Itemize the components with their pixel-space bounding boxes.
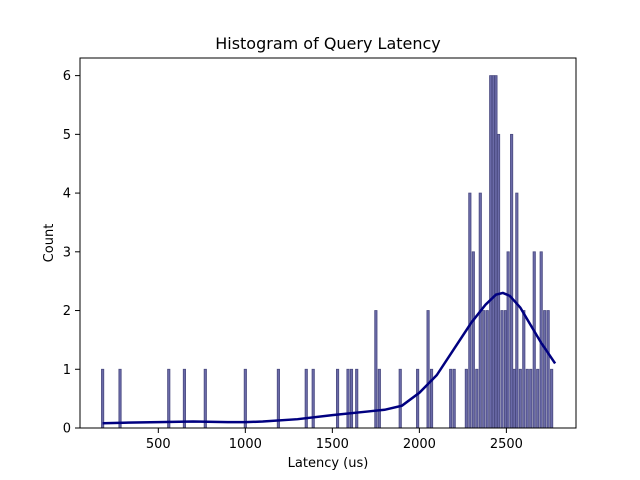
histogram-bar (518, 368, 522, 429)
histogram-bar (532, 251, 536, 429)
x-axis-label: Latency (us) (288, 456, 369, 471)
histogram-bar (543, 310, 547, 429)
plot-frame (79, 57, 577, 429)
histogram-bar (336, 368, 340, 429)
x-tick-label: 2500 (490, 437, 523, 452)
histogram-bar (522, 310, 526, 429)
histogram-bar (550, 368, 554, 429)
histogram-bar (468, 192, 472, 429)
histogram-bar (506, 251, 510, 429)
histogram-bar (346, 368, 350, 429)
histogram-bar (510, 133, 514, 429)
histogram-bar (398, 368, 402, 429)
histogram-bar (377, 368, 381, 429)
histogram-bar (496, 133, 501, 429)
histogram-bar (536, 368, 540, 429)
x-tick-label: 2000 (403, 437, 436, 452)
histogram-bar (546, 310, 550, 429)
histogram-bar (471, 251, 475, 429)
histogram-bar (449, 368, 453, 429)
histogram-bar (525, 368, 529, 429)
y-tick-label: 3 (63, 245, 71, 260)
histogram-bar (203, 368, 207, 429)
histogram-bar (494, 75, 498, 429)
y-tick-label: 2 (63, 304, 71, 319)
histogram-bar (355, 368, 359, 429)
histogram-bar (475, 368, 479, 429)
histogram-bar (482, 310, 486, 429)
histogram-bar (452, 368, 456, 429)
histogram-bar (503, 310, 508, 429)
x-axis-ticks: 500 1000 1500 2000 2500 (146, 428, 523, 452)
histogram-bar (529, 368, 533, 429)
kde-curve (102, 291, 557, 425)
histogram-bar (101, 368, 105, 429)
histogram-bar (182, 368, 186, 429)
y-tick-label: 4 (63, 187, 71, 202)
x-tick-label: 500 (146, 437, 171, 452)
histogram-bar (243, 368, 247, 429)
histogram-bar (515, 192, 519, 429)
histogram-bar (485, 310, 489, 429)
histogram-bar (426, 310, 430, 429)
histogram-bar (311, 368, 315, 429)
chart-title: Histogram of Query Latency (215, 34, 441, 53)
y-axis-ticks: 0 1 2 3 4 5 6 (63, 69, 80, 437)
y-tick-label: 1 (63, 363, 71, 378)
y-tick-label: 5 (63, 128, 71, 143)
histogram-bar (464, 368, 468, 429)
histogram-bar (512, 368, 516, 429)
histogram-bar (349, 368, 354, 429)
histogram-bar (491, 75, 495, 429)
histogram-bar (167, 368, 171, 429)
y-axis-label: Count (42, 224, 57, 263)
y-tick-label: 0 (63, 422, 71, 437)
y-tick-label: 6 (63, 69, 71, 84)
histogram-bar (118, 368, 122, 429)
histogram-bar (416, 368, 420, 429)
x-tick-label: 1500 (316, 437, 349, 452)
histogram-bar (500, 310, 504, 429)
x-tick-label: 1000 (229, 437, 262, 452)
histogram-bar (489, 75, 493, 429)
